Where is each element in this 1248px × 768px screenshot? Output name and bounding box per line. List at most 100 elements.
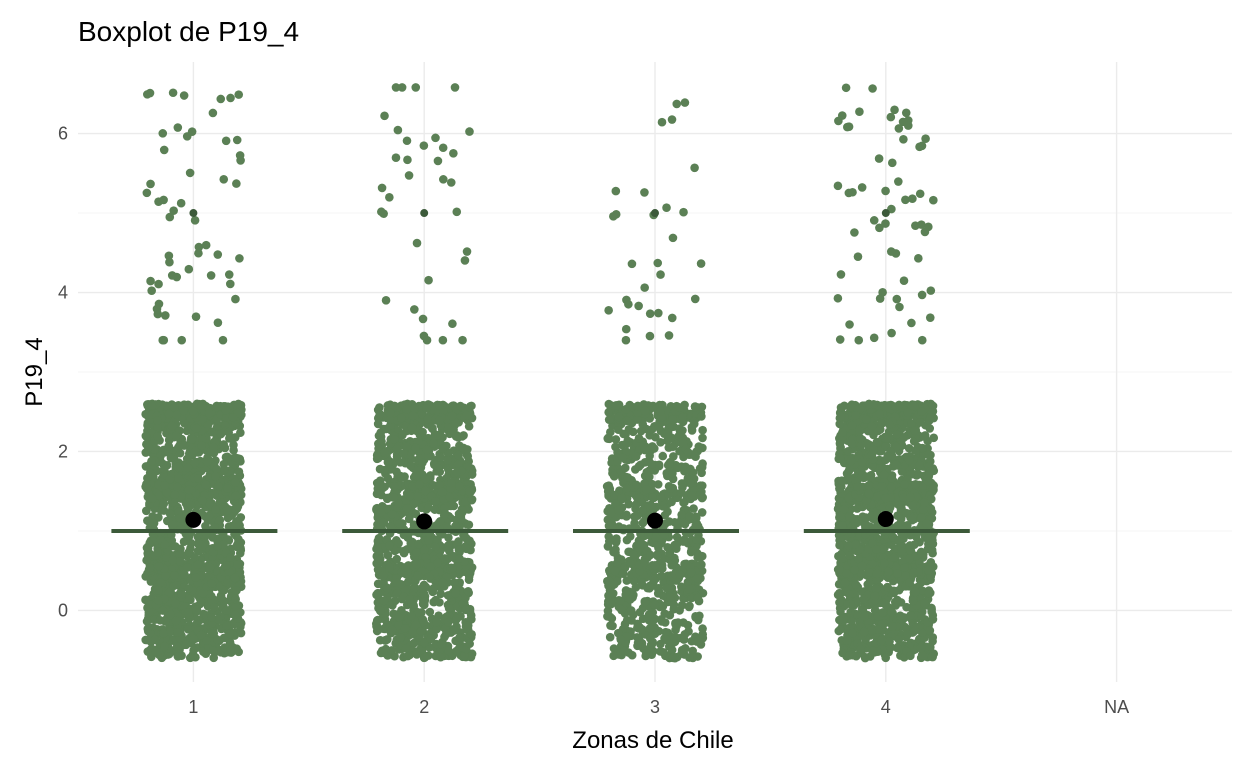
data-point	[622, 576, 632, 585]
data-point	[180, 570, 189, 579]
data-point	[661, 635, 671, 645]
data-point	[233, 560, 242, 570]
data-point	[629, 576, 639, 586]
data-point	[170, 402, 179, 412]
data-point	[159, 499, 169, 509]
data-point	[170, 490, 180, 500]
data-point	[392, 588, 402, 598]
data-point	[396, 633, 405, 642]
data-point	[190, 552, 200, 562]
data-point	[173, 123, 183, 132]
data-point	[387, 510, 397, 519]
data-point	[439, 175, 448, 184]
data-point	[435, 480, 444, 490]
data-point	[402, 442, 412, 451]
data-point	[222, 606, 231, 615]
data-point	[408, 411, 418, 421]
data-point	[697, 508, 707, 517]
data-point	[445, 492, 454, 502]
data-point	[679, 498, 688, 507]
data-point	[606, 427, 615, 437]
data-point	[143, 635, 152, 645]
data-point	[216, 94, 226, 104]
data-point	[406, 611, 416, 621]
data-point	[662, 583, 671, 593]
data-point	[697, 481, 707, 490]
data-point	[449, 578, 459, 587]
data-point	[426, 634, 436, 643]
data-point	[456, 401, 465, 411]
data-point	[632, 541, 641, 550]
data-point	[211, 504, 220, 514]
data-point	[425, 572, 434, 582]
data-point	[380, 447, 389, 457]
data-point	[420, 597, 429, 607]
data-point	[865, 577, 875, 587]
data-point	[680, 519, 690, 529]
data-point	[201, 480, 211, 490]
data-point	[431, 576, 440, 586]
data-point	[155, 616, 165, 625]
data-point	[444, 545, 454, 555]
data-point	[687, 491, 697, 500]
data-point	[403, 577, 413, 587]
data-point	[162, 401, 171, 411]
data-point	[413, 492, 422, 501]
data-point	[142, 555, 151, 565]
data-point	[463, 621, 473, 630]
data-point	[212, 541, 222, 551]
data-point	[426, 562, 436, 571]
data-point	[653, 258, 663, 268]
data-point	[411, 443, 420, 453]
data-point	[201, 240, 211, 250]
data-point	[684, 585, 694, 594]
data-point	[614, 412, 624, 422]
data-point	[394, 539, 403, 548]
data-point	[394, 613, 404, 622]
data-point	[383, 583, 393, 593]
data-point	[687, 422, 697, 432]
data-point	[406, 461, 415, 471]
data-point	[665, 517, 674, 526]
data-point	[160, 311, 170, 320]
data-point	[452, 646, 461, 656]
data-point	[402, 136, 412, 146]
data-point	[220, 465, 229, 474]
data-point	[690, 403, 700, 412]
data-point	[198, 496, 207, 505]
data-point	[171, 616, 181, 626]
data-point	[609, 651, 618, 661]
data-point	[675, 424, 685, 433]
data-point	[204, 408, 214, 418]
data-point	[193, 474, 203, 483]
data-point	[689, 504, 698, 513]
data-point	[226, 645, 236, 655]
data-point	[449, 626, 459, 635]
data-point	[379, 209, 388, 218]
data-point	[209, 629, 219, 638]
data-point	[636, 426, 646, 436]
data-point	[184, 584, 194, 593]
data-point	[647, 459, 656, 469]
data-point	[662, 203, 671, 213]
data-point	[372, 590, 381, 600]
data-point	[435, 400, 444, 410]
data-point	[145, 563, 155, 573]
data-point	[190, 216, 200, 225]
data-point	[409, 404, 419, 413]
data-point	[928, 633, 938, 642]
data-point	[413, 571, 423, 580]
data-point	[168, 555, 177, 565]
data-point	[196, 630, 206, 640]
data-point	[454, 482, 464, 491]
data-point	[403, 155, 412, 165]
data-point	[164, 409, 174, 419]
data-point	[194, 242, 204, 252]
data-point	[164, 441, 173, 451]
data-point	[420, 638, 429, 648]
data-point	[379, 648, 388, 657]
data-point	[190, 458, 200, 468]
data-point	[409, 499, 419, 509]
data-point	[235, 548, 245, 558]
